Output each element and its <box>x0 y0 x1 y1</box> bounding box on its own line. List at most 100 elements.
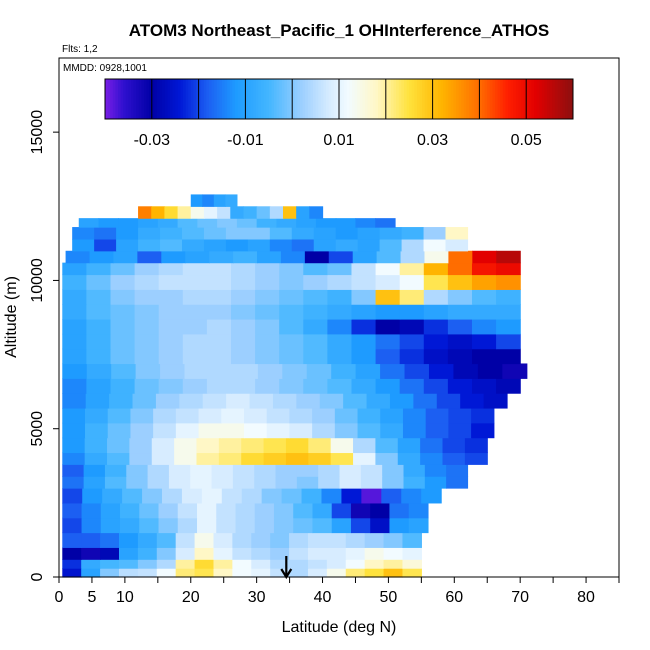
colorbar-swatch <box>229 79 233 119</box>
heatmap-cell <box>203 206 218 219</box>
heatmap-cell <box>100 502 121 519</box>
heatmap-cell <box>471 407 495 424</box>
colorbar-swatch <box>315 79 319 119</box>
heatmap-cell <box>254 476 277 489</box>
colorbar-swatch <box>479 79 483 119</box>
heatmap-cell <box>62 437 86 454</box>
heatmap-cell <box>263 452 287 465</box>
heatmap-cell <box>399 274 425 290</box>
heatmap-cell <box>78 218 100 228</box>
heatmap-cell <box>263 437 287 454</box>
colorbar-swatch <box>307 79 311 119</box>
heatmap-cell <box>62 378 87 394</box>
heatmap-cell <box>413 393 438 409</box>
colorbar-swatch <box>159 79 163 119</box>
heatmap-cell <box>423 238 447 252</box>
heatmap-cell <box>257 363 283 379</box>
heatmap-cell <box>116 238 139 252</box>
heatmap-cell <box>261 488 283 504</box>
colorbar-tick-label: 0.05 <box>511 132 542 149</box>
heatmap-cell <box>355 218 376 228</box>
heatmap-cell <box>289 559 309 569</box>
flights-subtitle: Flts: 1,2 <box>62 44 98 55</box>
heatmap-cell <box>132 393 157 409</box>
heatmap-cell <box>353 452 377 465</box>
heatmap-cell <box>206 274 232 290</box>
heatmap-cell <box>424 476 447 489</box>
heatmap-cell <box>269 238 293 252</box>
heatmap-cell <box>190 206 205 219</box>
heatmap-cell <box>351 378 377 394</box>
colorbar-swatch <box>419 79 423 119</box>
heatmap-cell <box>318 476 341 489</box>
heatmap-cell <box>182 262 208 276</box>
heatmap-cell <box>270 559 290 569</box>
colorbar-swatch <box>323 79 327 119</box>
heatmap-cell <box>255 274 280 290</box>
heatmap-cell <box>335 218 357 228</box>
heatmap-cell <box>276 218 297 228</box>
colorbar-swatch <box>162 79 166 119</box>
heatmap-cell <box>296 218 317 228</box>
heatmap-cell <box>266 407 291 424</box>
colorbar-swatch <box>435 79 439 119</box>
heatmap-cell <box>134 304 160 320</box>
heatmap-cell <box>402 547 422 560</box>
heatmap-cell <box>208 363 235 379</box>
heatmap-cell <box>269 206 284 219</box>
heatmap-cell <box>279 318 304 335</box>
colorbar-swatch <box>448 79 452 119</box>
heatmap-cell <box>113 250 138 264</box>
heatmap-cell <box>343 393 368 409</box>
heatmap-cell <box>147 464 170 477</box>
heatmap-cell <box>83 464 106 477</box>
colorbar-swatch <box>552 79 556 119</box>
x-tick-label: 10 <box>116 589 134 606</box>
colorbar-swatch <box>557 79 561 119</box>
heatmap-cell <box>330 452 354 465</box>
heatmap-cell <box>230 289 256 305</box>
heatmap-cell <box>129 437 153 454</box>
heatmap-cell <box>307 547 328 560</box>
heatmap-cell <box>335 238 359 252</box>
heatmap-cell <box>230 274 256 290</box>
x-tick-label: 0 <box>55 589 64 606</box>
colorbar-swatch <box>474 79 478 119</box>
heatmap-cell <box>496 262 521 276</box>
heatmap-cell <box>84 452 108 465</box>
heatmap-cell <box>182 348 208 365</box>
heatmap-cell <box>62 274 87 290</box>
colorbar-swatch <box>180 79 184 119</box>
heatmap-cell <box>232 464 255 477</box>
heatmap-cell <box>399 289 425 305</box>
heatmap-cell <box>197 502 217 519</box>
heatmap-cell <box>496 333 521 350</box>
heatmap-cell <box>351 262 377 276</box>
heatmap-cell <box>255 304 280 320</box>
heatmap-cell <box>447 304 473 320</box>
heatmap-cell <box>280 250 306 264</box>
heatmap-cell <box>357 238 381 252</box>
colorbar-swatch <box>297 79 301 119</box>
colorbar-swatch <box>209 79 213 119</box>
heatmap-cell <box>357 422 381 439</box>
chart-title: ATOM3 Northeast_Pacific_1 OHInterference… <box>129 21 549 40</box>
colorbar-swatch <box>201 79 205 119</box>
colorbar-swatch <box>487 79 491 119</box>
heatmap-cell <box>448 422 472 439</box>
heatmap-cell <box>198 422 222 439</box>
heatmap-cell <box>345 568 366 578</box>
heatmap-cell <box>230 206 245 219</box>
heatmap-cell <box>296 393 321 409</box>
heatmap-cell <box>175 559 196 569</box>
heatmap-cell <box>269 227 293 240</box>
heatmap-cell <box>402 422 427 439</box>
heatmap-cell <box>118 532 139 548</box>
colorbar-swatch <box>227 79 231 119</box>
heatmap-cell <box>164 206 179 219</box>
heatmap-cell <box>194 568 215 578</box>
colorbar-swatch <box>362 79 366 119</box>
heatmap-cell <box>206 348 232 365</box>
heatmap-cell <box>110 262 136 276</box>
heatmap-cell <box>383 547 404 560</box>
